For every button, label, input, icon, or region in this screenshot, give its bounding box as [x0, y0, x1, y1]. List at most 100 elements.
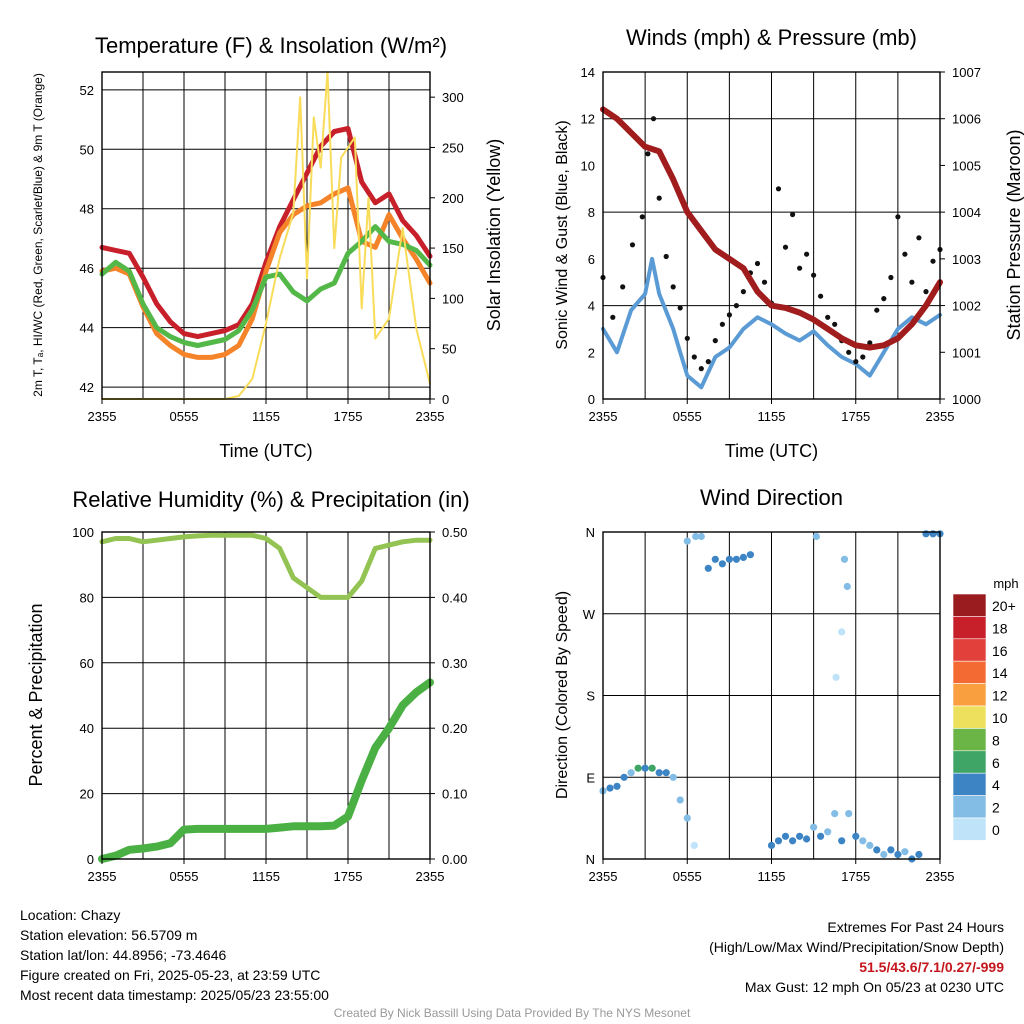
y2-tick-label: 1001	[952, 345, 981, 360]
direction-point	[613, 782, 621, 790]
legend-label: 0	[992, 822, 1000, 838]
legend-label: 20+	[992, 598, 1016, 614]
y-tick-label: 0	[588, 392, 595, 407]
series-line	[99, 532, 433, 600]
y-tick-label: N	[586, 525, 595, 540]
y2-tick-label: 0.30	[442, 656, 467, 671]
x-axis-label: Time (UTC)	[219, 441, 312, 461]
legend-label: 12	[992, 688, 1008, 704]
gust-point	[610, 314, 616, 320]
x-tick-label: 1755	[334, 409, 363, 424]
legend-swatch	[952, 728, 987, 752]
x-tick-label: 1155	[758, 409, 786, 424]
station-info: Location: Chazy Station elevation: 56.57…	[20, 905, 329, 1005]
legend-swatch	[952, 616, 987, 640]
gust-point	[620, 284, 626, 290]
legend-swatch	[952, 683, 987, 707]
station-latlon: Station lat/lon: 44.8956; -73.4646	[20, 947, 227, 963]
gust-point	[726, 312, 733, 318]
direction-point	[662, 769, 670, 777]
y-tick-label: 100	[72, 525, 94, 540]
station-location: Location: Chazy	[20, 907, 121, 923]
legend-swatch	[952, 750, 987, 774]
direction-point	[732, 555, 741, 563]
y2-tick-label: 1003	[952, 252, 981, 267]
chart-title: Temperature (F) & Insolation (W/m²)	[95, 33, 447, 58]
direction-point	[774, 837, 783, 845]
legend-label: 18	[992, 620, 1008, 636]
y2-axis-label: Solar Insolation (Yellow)	[484, 139, 504, 331]
direction-point	[824, 828, 832, 836]
humidity-precip-chart: 0 20 40 60 80 100 0.00 0.10 0.20 0.30 0.40 0.50 2355…	[26, 487, 470, 884]
direction-point	[812, 532, 821, 541]
y-tick-label: 50	[80, 142, 94, 157]
y2-tick-label: 0.50	[442, 525, 467, 540]
max-gust: Max Gust: 12 mph On 05/23 at 0230 UTC	[744, 979, 1004, 995]
y-tick-label: 12	[581, 112, 595, 127]
legend-label: 4	[992, 777, 1000, 793]
gust-point	[860, 354, 866, 360]
direction-point	[838, 837, 846, 845]
y2-tick-label: 1004	[952, 205, 981, 220]
direction-point	[634, 764, 642, 772]
y-tick-label: 40	[80, 721, 94, 736]
direction-point	[803, 835, 811, 843]
x-tick-label: 2355	[926, 869, 955, 884]
x-tick-label: 1155	[758, 869, 786, 884]
x-tick-label: 0555	[673, 869, 702, 884]
x-axis-label: Time (UTC)	[725, 441, 818, 461]
gust-point	[645, 151, 651, 157]
direction-point	[676, 796, 684, 804]
y-tick-label: 52	[80, 83, 94, 98]
gust-point	[705, 359, 711, 365]
temperature-chart: 42 44 46 48 50 52 0 50 100 150 200 250 300 2355 0555 11…	[31, 33, 504, 461]
y2-axis-label: Station Pressure (Maroon)	[1004, 129, 1024, 340]
direction-point	[810, 823, 818, 831]
gust-point	[797, 265, 803, 271]
legend-swatch	[952, 772, 987, 796]
direction-point	[669, 773, 677, 781]
direction-point	[845, 810, 853, 818]
winds-chart: 0 2 4 6 8 10 12 14 1000 1001 1002 1003 1004 1005 1006 1…	[554, 25, 1024, 461]
y2-tick-label: 1002	[952, 299, 981, 314]
gust-point	[846, 349, 852, 355]
y-tick-label: 46	[80, 261, 94, 276]
x-tick-label: 1155	[252, 409, 280, 424]
direction-point	[843, 582, 851, 591]
y2-tick-label: 100	[442, 291, 464, 306]
gust-point	[909, 279, 915, 285]
direction-point	[692, 532, 700, 541]
series-line	[98, 678, 434, 863]
y2-tick-label: 0.20	[442, 721, 467, 736]
legend-swatch	[952, 795, 987, 819]
legend-label: 8	[992, 732, 1000, 748]
gust-point	[656, 195, 662, 201]
direction-point	[683, 814, 691, 822]
chart-title: Relative Humidity (%) & Precipitation (i…	[72, 487, 469, 512]
gust-point	[639, 214, 645, 220]
y2-tick-label: 200	[442, 191, 464, 206]
direction-point	[840, 555, 849, 563]
gust-point	[874, 307, 880, 313]
gust-point	[775, 186, 782, 192]
extremes-subheading: (High/Low/Max Wind/Precipitation/Snow De…	[709, 939, 1004, 955]
legend-swatch	[952, 817, 987, 841]
chart-title: Wind Direction	[700, 485, 843, 510]
direction-point	[880, 850, 888, 859]
legend-label: 14	[992, 665, 1008, 681]
legend-swatch	[952, 660, 987, 684]
x-tick-label: 1755	[841, 869, 870, 884]
direction-point	[789, 837, 797, 845]
y-tick-label: 42	[80, 380, 94, 395]
direction-point	[852, 832, 860, 840]
gust-point	[811, 272, 817, 278]
direction-point	[641, 764, 649, 772]
direction-point	[620, 773, 628, 781]
x-tick-label: 2355	[88, 869, 117, 884]
direction-point	[866, 841, 874, 850]
legend-swatch	[952, 638, 987, 662]
gust-point	[754, 260, 761, 267]
extremes-panel: Extremes For Past 24 Hours (High/Low/Max…	[709, 917, 1004, 997]
series-line	[600, 106, 943, 351]
speed-legend: mph 20+ 18 16 14 12 10 8 6 4 2 0	[952, 576, 1019, 841]
